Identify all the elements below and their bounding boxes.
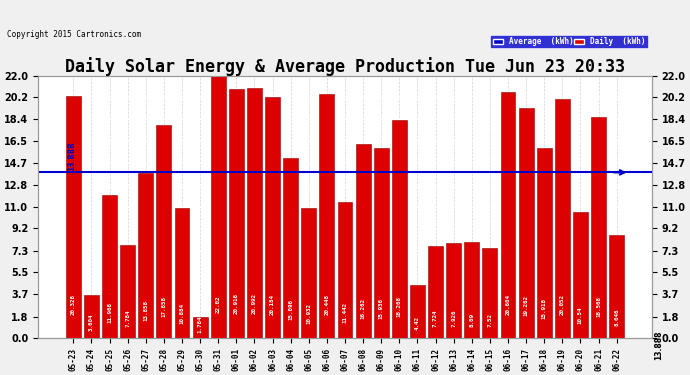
Bar — [428, 246, 443, 338]
Bar — [247, 88, 262, 338]
Text: 20.992: 20.992 — [252, 293, 257, 314]
Text: 11.442: 11.442 — [342, 303, 348, 324]
Legend: Average  (kWh), Daily  (kWh): Average (kWh), Daily (kWh) — [491, 35, 648, 48]
Text: 13.888: 13.888 — [654, 330, 663, 360]
Bar — [392, 120, 407, 338]
Text: 7.784: 7.784 — [125, 309, 130, 327]
Text: 13.888: 13.888 — [67, 141, 76, 171]
Bar — [319, 94, 335, 338]
Bar — [193, 317, 208, 338]
Text: 16.262: 16.262 — [361, 298, 366, 319]
Title: Daily Solar Energy & Average Production Tue Jun 23 20:33: Daily Solar Energy & Average Production … — [65, 57, 625, 75]
Text: 10.932: 10.932 — [306, 303, 311, 324]
Bar — [337, 202, 353, 338]
Bar — [555, 99, 570, 338]
Text: 17.858: 17.858 — [161, 296, 166, 317]
Text: 15.918: 15.918 — [542, 298, 546, 319]
Bar — [446, 243, 461, 338]
Text: 7.52: 7.52 — [487, 313, 493, 327]
Text: 8.646: 8.646 — [614, 309, 619, 326]
Text: 15.936: 15.936 — [379, 298, 384, 319]
Bar — [410, 285, 425, 338]
Text: 8.09: 8.09 — [469, 313, 474, 327]
Bar — [66, 96, 81, 338]
Text: 20.604: 20.604 — [506, 294, 511, 315]
Text: 20.328: 20.328 — [71, 294, 76, 315]
Bar — [157, 125, 171, 338]
Text: 1.784: 1.784 — [197, 315, 203, 333]
Text: 20.052: 20.052 — [560, 294, 565, 315]
Bar — [482, 248, 497, 338]
Text: 13.858: 13.858 — [144, 300, 148, 321]
Text: 18.268: 18.268 — [397, 296, 402, 317]
Bar — [120, 245, 135, 338]
Text: 15.096: 15.096 — [288, 299, 293, 320]
Bar — [537, 148, 551, 338]
Bar — [355, 144, 371, 338]
Bar — [519, 108, 533, 338]
Bar — [609, 235, 624, 338]
Bar — [283, 158, 298, 338]
Text: 10.884: 10.884 — [179, 303, 184, 324]
Text: 20.448: 20.448 — [324, 294, 329, 315]
Bar — [500, 92, 515, 338]
Text: 3.604: 3.604 — [89, 314, 94, 331]
Text: 19.262: 19.262 — [524, 295, 529, 316]
Bar — [175, 208, 190, 338]
Bar — [374, 148, 388, 338]
Text: 7.926: 7.926 — [451, 309, 456, 327]
Text: 10.54: 10.54 — [578, 307, 583, 324]
Text: 4.42: 4.42 — [415, 316, 420, 330]
Bar — [573, 212, 588, 338]
Bar — [139, 173, 153, 338]
Bar — [211, 75, 226, 338]
Bar — [102, 195, 117, 338]
Bar — [591, 117, 606, 338]
Text: 22.02: 22.02 — [216, 296, 221, 314]
Bar — [84, 295, 99, 338]
Text: 20.184: 20.184 — [270, 294, 275, 315]
Bar — [302, 208, 316, 338]
Text: 20.916: 20.916 — [234, 294, 239, 315]
Bar — [229, 88, 244, 338]
Text: 18.568: 18.568 — [596, 296, 601, 317]
Text: 7.724: 7.724 — [433, 309, 438, 327]
Text: 11.968: 11.968 — [107, 302, 112, 323]
Bar — [265, 98, 280, 338]
Bar — [464, 242, 479, 338]
Text: Copyright 2015 Cartronics.com: Copyright 2015 Cartronics.com — [7, 30, 141, 39]
